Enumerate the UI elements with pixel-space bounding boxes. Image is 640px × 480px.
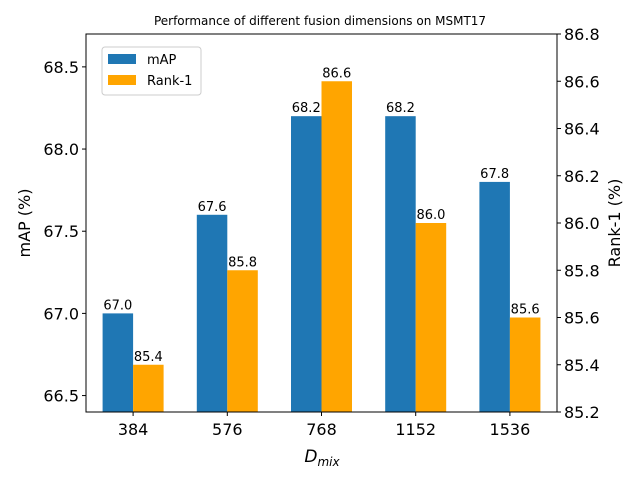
- x-tick-label: 1536: [490, 420, 531, 439]
- data-label-rank1-1536: 85.6: [511, 303, 540, 318]
- left-tick-label: 66.5: [43, 387, 79, 406]
- data-labels-layer: 67.0 67.6 68.2 68.2 67.8 85.4 85.8 86.6 86.0 85.6: [103, 66, 539, 365]
- chart-title: Performance of different fusion dimensio…: [154, 14, 486, 28]
- data-label-rank1-1152: 86.0: [416, 208, 445, 223]
- bar-rank1-576: [227, 270, 258, 412]
- x-axis-label-main: D: [304, 447, 317, 467]
- y-axis-left-label: mAP (%): [15, 189, 34, 258]
- bar-rank1-768: [321, 81, 352, 412]
- right-tick-label: 86.6: [564, 72, 600, 91]
- data-label-rank1-768: 86.6: [322, 66, 351, 81]
- right-axis: 85.2 85.4 85.6 85.8 86.0 86.2 86.4 86.6 86.8: [557, 25, 600, 422]
- data-label-rank1-384: 85.4: [134, 350, 163, 365]
- right-tick-label: 86.0: [564, 214, 600, 233]
- legend-label-map: mAP: [147, 53, 177, 68]
- left-tick-label: 67.0: [43, 304, 79, 323]
- right-tick-label: 85.4: [564, 356, 600, 375]
- left-tick-label: 67.5: [43, 222, 79, 241]
- bars-layer: [102, 81, 541, 412]
- left-tick-label: 68.0: [43, 140, 79, 159]
- x-tick-label: 576: [212, 420, 243, 439]
- right-tick-label: 85.6: [564, 309, 600, 328]
- y-axis-right-label: Rank-1 (%): [605, 179, 624, 268]
- x-tick-label: 768: [306, 420, 337, 439]
- x-axis: 384 576 768 1152 1536: [118, 412, 530, 439]
- data-label-map-576: 67.6: [198, 200, 227, 215]
- x-axis-label: Dmix: [304, 447, 340, 469]
- legend-swatch-rank1: [108, 75, 136, 85]
- legend-swatch-map: [108, 54, 136, 64]
- bar-map-384: [102, 313, 134, 412]
- x-axis-label-sub: mix: [317, 455, 340, 469]
- bar-rank1-384: [133, 364, 164, 412]
- x-tick-label: 1152: [395, 420, 436, 439]
- bar-map-1536: [479, 181, 510, 412]
- legend: mAP Rank-1: [101, 46, 202, 96]
- right-tick-label: 86.8: [564, 25, 600, 44]
- data-label-rank1-576: 85.8: [228, 255, 257, 270]
- left-axis: 66.5 67.0 67.5 68.0 68.5: [43, 58, 86, 406]
- legend-label-rank1: Rank-1: [147, 74, 192, 89]
- x-tick-label: 384: [118, 420, 149, 439]
- right-tick-label: 85.8: [564, 261, 600, 280]
- right-tick-label: 85.2: [564, 403, 600, 422]
- bar-map-768: [291, 116, 322, 412]
- data-label-map-1152: 68.2: [386, 101, 415, 116]
- data-label-map-768: 68.2: [292, 101, 321, 116]
- right-tick-label: 86.4: [564, 120, 600, 139]
- left-tick-label: 68.5: [43, 58, 79, 77]
- bar-rank1-1536: [509, 317, 541, 412]
- bar-rank1-1152: [415, 223, 447, 412]
- data-label-map-384: 67.0: [103, 298, 132, 313]
- bar-map-1152: [385, 116, 416, 412]
- right-tick-label: 86.2: [564, 167, 600, 186]
- bar-map-576: [196, 214, 228, 412]
- data-label-map-1536: 67.8: [480, 167, 509, 182]
